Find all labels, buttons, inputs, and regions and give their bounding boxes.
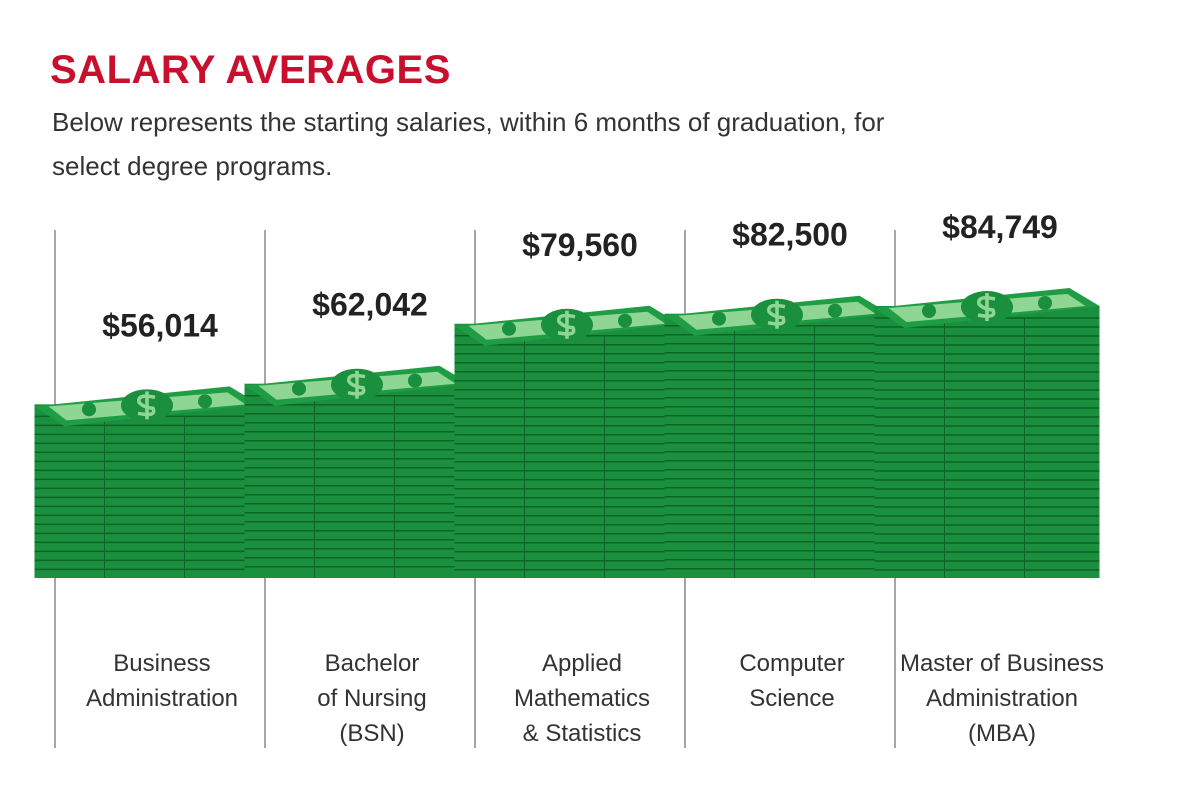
stack-body — [244, 383, 470, 578]
money-stack — [34, 386, 260, 578]
dollar-sign — [767, 300, 786, 329]
category-label: of Nursing — [317, 685, 426, 712]
bill-dot — [712, 311, 726, 326]
category-label: Administration — [86, 685, 238, 712]
stack-body — [664, 313, 890, 578]
dollar-sign — [557, 310, 576, 339]
category-label: Business — [113, 650, 210, 677]
dollar-sign — [137, 391, 156, 420]
chart-subtitle: Below represents the starting salaries, … — [52, 107, 885, 181]
value-label: $56,014 — [102, 307, 218, 343]
bill-dot — [502, 321, 516, 336]
stack-body — [874, 306, 1100, 578]
category-label: (MBA) — [968, 720, 1036, 747]
money-stack — [874, 288, 1100, 578]
money-stack — [454, 305, 680, 578]
bill-dot — [618, 313, 632, 328]
category-label: & Statistics — [523, 720, 642, 747]
bill-dot — [1038, 296, 1052, 310]
money-stack — [664, 295, 890, 578]
chart-title: SALARY AVERAGES — [50, 48, 451, 92]
category-label: Mathematics — [514, 685, 650, 712]
stack-body — [34, 404, 260, 578]
category-label: Bachelor — [325, 650, 420, 677]
dollar-sign — [347, 370, 366, 399]
bill-dot — [292, 381, 306, 396]
category-label: Master of Business — [900, 650, 1104, 677]
dollar-sign — [977, 293, 996, 321]
value-label: $62,042 — [312, 287, 428, 323]
category-label: (BSN) — [339, 720, 404, 747]
category-label: Computer — [739, 650, 844, 677]
bill-dot — [828, 303, 842, 318]
bill-dot — [82, 402, 96, 417]
money-stack — [244, 365, 470, 578]
bill-dot — [198, 394, 212, 409]
category-label: Science — [749, 685, 834, 712]
value-label: $84,749 — [942, 209, 1058, 245]
bill-dot — [922, 304, 936, 318]
category-label: Administration — [926, 685, 1078, 712]
value-label: $79,560 — [522, 227, 638, 263]
category-label: Applied — [542, 650, 622, 677]
value-label: $82,500 — [732, 217, 848, 253]
stack-body — [454, 323, 680, 578]
bill-dot — [408, 373, 422, 388]
